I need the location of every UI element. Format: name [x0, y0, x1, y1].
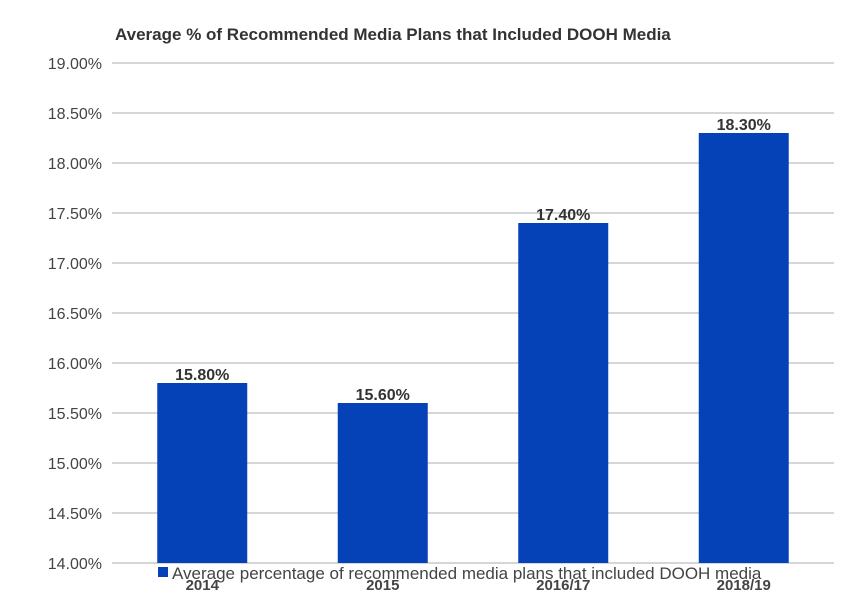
y-tick-label: 18.00% — [48, 156, 102, 173]
x-tick-label: 2015 — [366, 577, 399, 594]
y-tick-label: 16.50% — [48, 306, 102, 323]
chart-title: Average % of Recommended Media Plans tha… — [115, 25, 671, 44]
y-tick-label: 14.50% — [48, 506, 102, 523]
y-tick-label: 14.00% — [48, 556, 102, 573]
y-tick-label: 17.50% — [48, 206, 102, 223]
y-axis-ticks: 14.00% 14.50% 15.00% 15.50% 16.00% 16.50% 17.0… — [48, 56, 102, 573]
y-tick-label: 18.50% — [48, 106, 102, 123]
data-label: 18.30% — [717, 117, 771, 134]
bar — [157, 383, 248, 563]
x-tick-label: 2018/19 — [717, 577, 771, 594]
y-tick-label: 15.50% — [48, 406, 102, 423]
x-tick-label: 2014 — [186, 577, 220, 594]
legend-swatch — [158, 567, 168, 577]
data-label: 15.60% — [356, 387, 410, 404]
bar — [518, 223, 609, 563]
bars: 15.80% 15.60% 17.40% 18.30% — [157, 117, 789, 563]
y-tick-label: 17.00% — [48, 256, 102, 273]
data-label: 15.80% — [175, 367, 229, 384]
legend-label: Average percentage of recommended media … — [172, 564, 762, 583]
y-tick-label: 16.00% — [48, 356, 102, 373]
legend: Average percentage of recommended media … — [158, 564, 762, 583]
y-tick-label: 15.00% — [48, 456, 102, 473]
y-tick-label: 19.00% — [48, 56, 102, 73]
bar — [698, 133, 789, 563]
x-tick-label: 2016/17 — [536, 577, 590, 594]
x-axis-ticks: 2014 2015 2016/17 2018/19 — [186, 577, 771, 594]
bar — [337, 403, 428, 563]
data-label: 17.40% — [536, 207, 590, 224]
